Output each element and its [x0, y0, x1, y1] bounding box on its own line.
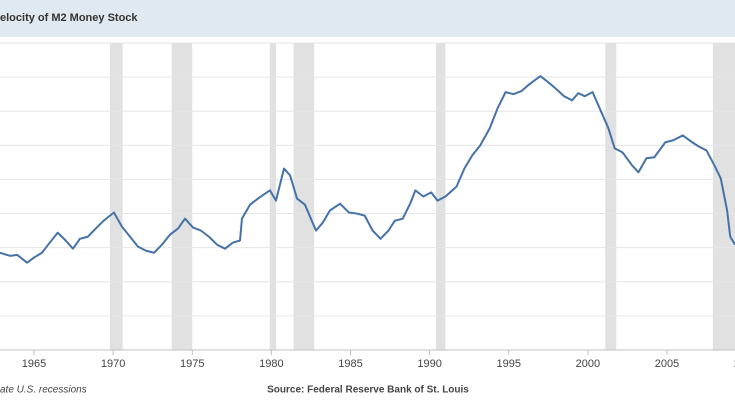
chart-title: elocity of M2 Money Stock — [0, 12, 138, 24]
x-tick-label: 1970 — [101, 358, 125, 370]
x-tick-label: 1980 — [259, 358, 283, 370]
plot-area — [0, 42, 735, 351]
x-tick-label: 2005 — [655, 358, 679, 370]
x-tick-label: 1995 — [496, 358, 520, 370]
x-tick-label: 1965 — [22, 358, 46, 370]
recession-note: ate U.S. recessions — [0, 385, 87, 396]
data-line — [0, 75, 735, 264]
header-band — [0, 0, 735, 37]
recession-band — [293, 43, 315, 350]
x-tick-label: 1990 — [417, 358, 441, 370]
x-tick-label: 2010 — [734, 358, 735, 370]
recession-band — [605, 43, 617, 350]
source-note: Source: Federal Reserve Bank of St. Loui… — [267, 385, 469, 396]
recession-band — [109, 43, 123, 350]
x-tick-label: 1985 — [338, 358, 362, 370]
recession-band — [435, 43, 446, 350]
x-tick-label: 1975 — [180, 358, 204, 370]
recession-band — [171, 43, 193, 350]
x-tick-label: 2000 — [576, 358, 600, 370]
